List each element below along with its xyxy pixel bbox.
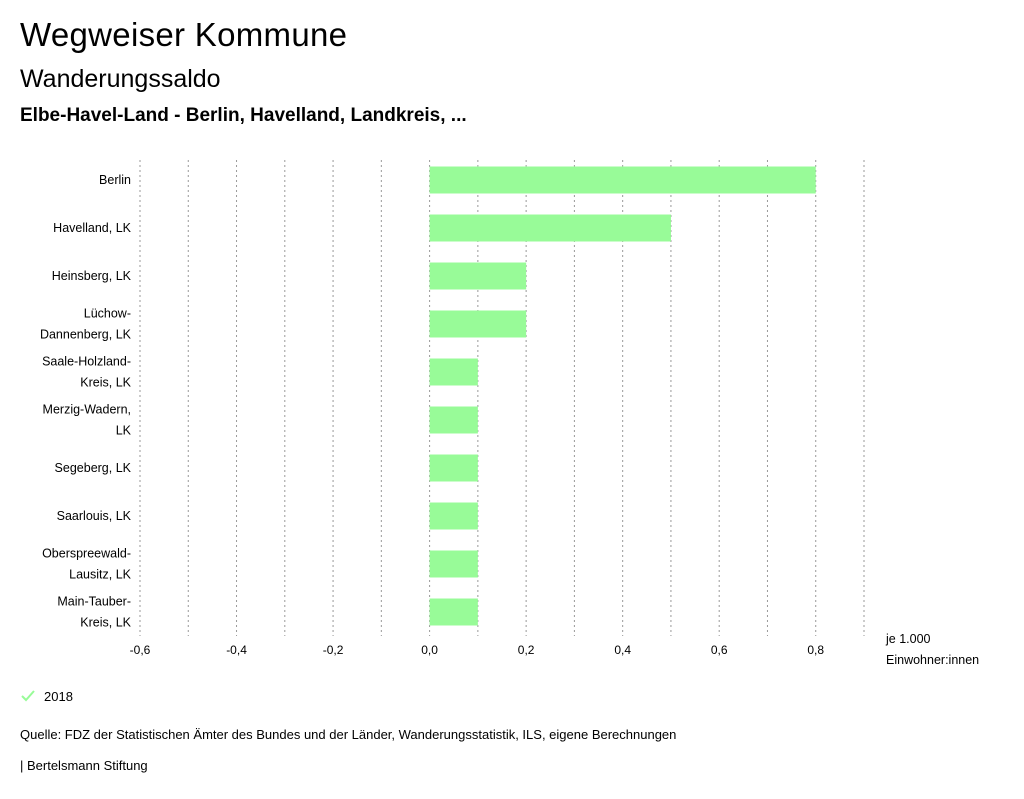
bar-9	[429, 598, 478, 626]
category-label-6-0: Segeberg, LK	[55, 461, 132, 475]
bar-chart: Berlin Havelland, LK Heinsberg, LK Lüchow- D…	[40, 160, 979, 667]
category-label-9-1: Kreis, LK	[80, 616, 131, 630]
check-icon	[21, 690, 35, 702]
category-label-2-0: Heinsberg, LK	[52, 269, 132, 283]
unit-label-0: je 1.000	[885, 632, 931, 646]
category-label-5-1: LK	[116, 424, 132, 438]
region-label: Elbe-Havel-Land - Berlin, Havelland, Lan…	[20, 105, 467, 126]
bar-7	[429, 502, 478, 530]
source-note: Quelle: FDZ der Statistischen Ämter des …	[20, 727, 677, 742]
category-label-5-0: Merzig-Wadern,	[43, 403, 131, 417]
category-label-4-1: Kreis, LK	[80, 376, 131, 390]
unit-label-1: Einwohner:innen	[886, 653, 979, 667]
x-tick-label-0: -0,6	[130, 643, 151, 657]
category-label-1-0: Havelland, LK	[53, 221, 131, 235]
bar-3	[429, 310, 527, 338]
category-label-4-0: Saale-Holzland-	[42, 355, 131, 369]
legend[interactable]: 2018	[20, 688, 73, 704]
category-label-3-0: Lüchow-	[84, 307, 131, 321]
category-label-3-1: Dannenberg, LK	[40, 328, 132, 342]
page-title: Wegweiser Kommune	[20, 16, 348, 53]
bar-0	[429, 166, 816, 194]
bar-2	[429, 262, 527, 290]
x-tick-label-3: 0,0	[421, 643, 438, 657]
category-label-8-0: Oberspreewald-	[42, 547, 131, 561]
x-tick-label-1: -0,4	[226, 643, 247, 657]
category-label-8-1: Lausitz, LK	[69, 568, 132, 582]
brand-footer: | Bertelsmann Stiftung	[20, 758, 148, 773]
x-tick-label-4: 0,2	[518, 643, 535, 657]
bar-4	[429, 358, 478, 386]
bar-5	[429, 406, 478, 434]
category-label-9-0: Main-Tauber-	[57, 595, 131, 609]
bar-1	[429, 214, 671, 242]
x-tick-label-7: 0,8	[807, 643, 824, 657]
chart-subtitle: Wanderungssaldo	[20, 65, 221, 93]
bar-8	[429, 550, 478, 578]
x-tick-label-2: -0,2	[323, 643, 344, 657]
category-label-0-0: Berlin	[99, 173, 131, 187]
x-tick-label-5: 0,4	[614, 643, 631, 657]
legend-label-2018: 2018	[44, 688, 73, 704]
category-label-7-0: Saarlouis, LK	[57, 509, 132, 523]
bar-6	[429, 454, 478, 482]
x-tick-label-6: 0,6	[711, 643, 728, 657]
